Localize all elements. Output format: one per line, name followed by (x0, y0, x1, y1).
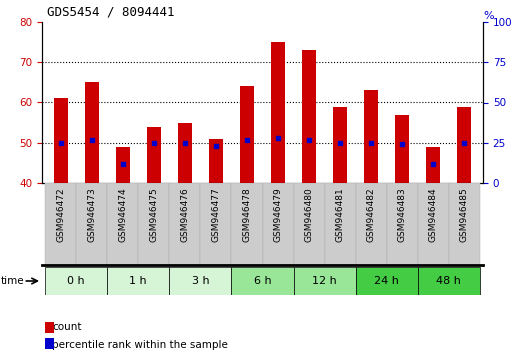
Bar (240, 86, 254, 183)
Text: 3 h: 3 h (192, 276, 209, 286)
Bar (209, 139, 223, 183)
Text: GSM946485: GSM946485 (460, 187, 469, 242)
Text: GSM946482: GSM946482 (367, 187, 376, 242)
Text: GSM946475: GSM946475 (149, 187, 159, 242)
Bar (85, 82, 98, 183)
Text: 48 h: 48 h (436, 276, 461, 286)
Bar (457, 107, 471, 183)
Bar (232, 183, 263, 265)
Bar (325, 183, 356, 265)
Bar (356, 183, 387, 265)
Bar (169, 183, 200, 265)
Bar (45, 322, 54, 333)
Bar (271, 42, 285, 183)
Bar (45, 338, 54, 349)
Bar (418, 183, 449, 265)
Bar (200, 183, 232, 265)
Bar (169, 267, 232, 295)
Bar (263, 183, 294, 265)
Bar (138, 183, 169, 265)
Text: 0 h: 0 h (67, 276, 85, 286)
Text: GSM946479: GSM946479 (274, 187, 282, 242)
Text: GSM946478: GSM946478 (242, 187, 251, 242)
Bar (449, 183, 480, 265)
Text: GSM946480: GSM946480 (305, 187, 313, 242)
Text: 12 h: 12 h (312, 276, 337, 286)
Bar (147, 127, 161, 183)
Bar (107, 267, 169, 295)
Text: GDS5454 / 8094441: GDS5454 / 8094441 (47, 5, 175, 18)
Bar (395, 115, 409, 183)
Text: GSM946474: GSM946474 (118, 187, 127, 242)
Text: GSM946483: GSM946483 (398, 187, 407, 242)
Bar (45, 267, 107, 295)
Bar (232, 267, 294, 295)
Bar (426, 147, 440, 183)
Text: percentile rank within the sample: percentile rank within the sample (52, 340, 228, 350)
Text: %: % (483, 11, 494, 21)
Bar (333, 107, 347, 183)
Bar (356, 267, 418, 295)
Bar (294, 267, 356, 295)
Bar (45, 183, 76, 265)
Bar (302, 50, 316, 183)
Bar (418, 267, 480, 295)
Bar (387, 183, 418, 265)
Bar (107, 183, 138, 265)
Text: GSM946484: GSM946484 (429, 187, 438, 242)
Text: count: count (52, 322, 82, 332)
Bar (294, 183, 325, 265)
Bar (116, 147, 130, 183)
Text: GSM946477: GSM946477 (211, 187, 221, 242)
Text: 1 h: 1 h (130, 276, 147, 286)
Text: time: time (1, 276, 25, 286)
Text: 24 h: 24 h (375, 276, 399, 286)
Bar (364, 90, 378, 183)
Text: 6 h: 6 h (254, 276, 271, 286)
Bar (54, 98, 68, 183)
Bar (178, 122, 192, 183)
Text: GSM946472: GSM946472 (56, 187, 65, 242)
Text: GSM946476: GSM946476 (180, 187, 190, 242)
Text: GSM946473: GSM946473 (87, 187, 96, 242)
Bar (76, 183, 107, 265)
Text: GSM946481: GSM946481 (336, 187, 344, 242)
